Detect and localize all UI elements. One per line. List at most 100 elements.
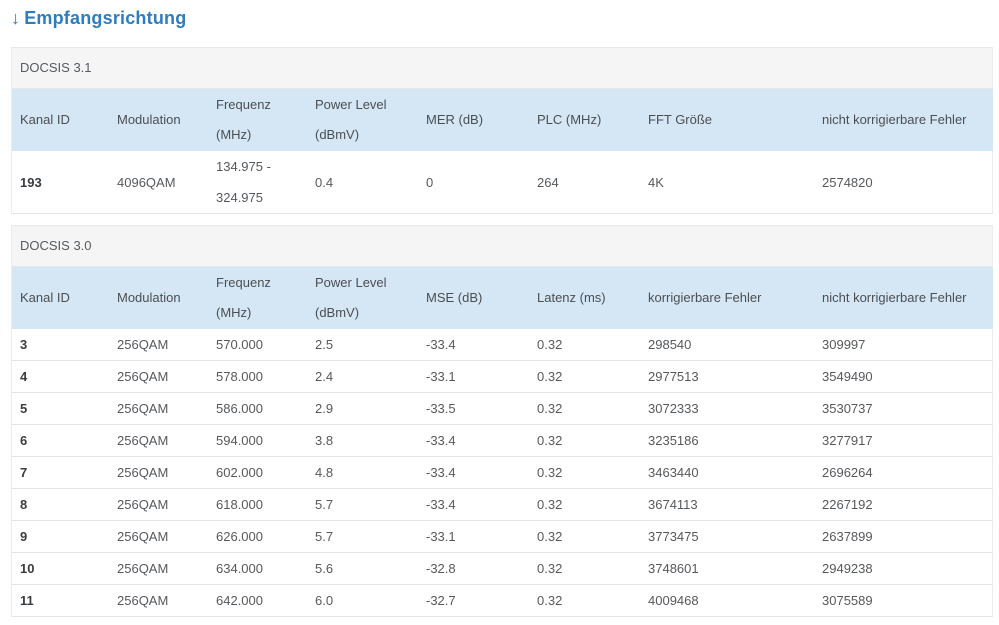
column-header: MER (dB) — [426, 112, 484, 127]
column-header: Kanal ID — [20, 290, 70, 305]
data-cell: 134.975 - 324.975 — [208, 151, 307, 214]
data-cell: 0.32 — [529, 424, 640, 457]
channel-id-cell: 193 — [12, 151, 109, 214]
data-cell: 0.32 — [529, 488, 640, 521]
data-cell: 2977513 — [640, 360, 814, 393]
table-header-row: Kanal ID Modulation Frequenz (MHz) Power Le… — [12, 89, 993, 151]
data-cell: 0.32 — [529, 520, 640, 553]
table-row: 4 256QAM 578.000 2.4 -33.1 0.32 2977513 3549490 — [12, 360, 993, 393]
table-header-row: Kanal ID Modulation Frequenz (MHz) Power Le… — [12, 267, 993, 329]
data-cell: 3.8 — [307, 424, 418, 457]
data-cell: -32.7 — [418, 584, 529, 617]
data-cell: 256QAM — [109, 360, 208, 393]
column-header: FFT Größe — [648, 112, 713, 127]
data-cell: 264 — [529, 151, 640, 214]
data-cell: 2637899 — [814, 520, 993, 553]
data-cell: 298540 — [640, 329, 814, 361]
table-row: 8 256QAM 618.000 5.7 -33.4 0.32 3674113 2267192 — [12, 488, 993, 521]
data-cell: -33.1 — [418, 360, 529, 393]
data-cell: 2.4 — [307, 360, 418, 393]
data-cell: 5.6 — [307, 552, 418, 585]
data-cell: 2267192 — [814, 488, 993, 521]
column-header: Frequenz (MHz) — [216, 275, 271, 320]
table-row: 10 256QAM 634.000 5.6 -32.8 0.32 3748601 294923… — [12, 552, 993, 585]
data-cell: 594.000 — [208, 424, 307, 457]
column-header: PLC (MHz) — [537, 112, 602, 127]
data-cell: -32.8 — [418, 552, 529, 585]
channel-id-cell: 4 — [12, 360, 109, 393]
data-cell: 3277917 — [814, 424, 993, 457]
column-header: nicht korrigierbare Fehler — [822, 290, 967, 305]
data-cell: 578.000 — [208, 360, 307, 393]
table-section-title: DOCSIS 3.1 — [12, 47, 992, 89]
data-cell: 256QAM — [109, 392, 208, 425]
data-cell: -33.1 — [418, 520, 529, 553]
data-cell: 6.0 — [307, 584, 418, 617]
data-cell: 0.32 — [529, 456, 640, 489]
data-cell: 5.7 — [307, 520, 418, 553]
data-cell: 0.32 — [529, 552, 640, 585]
data-cell: 3549490 — [814, 360, 993, 393]
data-cell: 634.000 — [208, 552, 307, 585]
data-cell: 626.000 — [208, 520, 307, 553]
column-header: Modulation — [117, 290, 181, 305]
data-cell: 0.32 — [529, 392, 640, 425]
data-cell: -33.4 — [418, 329, 529, 361]
column-header: Latenz (ms) — [537, 290, 606, 305]
data-cell: 586.000 — [208, 392, 307, 425]
channel-id-cell: 9 — [12, 520, 109, 553]
channel-id-cell: 7 — [12, 456, 109, 489]
data-cell: 2574820 — [814, 151, 993, 214]
data-cell: 2.9 — [307, 392, 418, 425]
column-header: MSE (dB) — [426, 290, 483, 305]
channel-id-cell: 6 — [12, 424, 109, 457]
data-cell: 0.32 — [529, 329, 640, 361]
data-cell: 3748601 — [640, 552, 814, 585]
channel-id-cell: 3 — [12, 329, 109, 361]
column-header: Power Level (dBmV) — [315, 97, 387, 142]
section-toggle-empfangsrichtung[interactable]: ↓ Empfangsrichtung — [11, 6, 993, 30]
channel-table: Kanal ID Modulation Frequenz (MHz) Power Le… — [12, 267, 993, 617]
data-cell: 3773475 — [640, 520, 814, 553]
table-row: 11 256QAM 642.000 6.0 -32.7 0.32 4009468 307558… — [12, 584, 993, 617]
data-cell: 3072333 — [640, 392, 814, 425]
data-cell: 256QAM — [109, 520, 208, 553]
data-cell: 2949238 — [814, 552, 993, 585]
data-cell: 0.32 — [529, 584, 640, 617]
data-cell: 0.4 — [307, 151, 418, 214]
data-cell: 570.000 — [208, 329, 307, 361]
data-cell: 3674113 — [640, 488, 814, 521]
column-header: nicht korrigierbare Fehler — [822, 112, 967, 127]
data-cell: -33.4 — [418, 424, 529, 457]
column-header: korrigierbare Fehler — [648, 290, 762, 305]
table-row: 9 256QAM 626.000 5.7 -33.1 0.32 3773475 2637899 — [12, 520, 993, 553]
data-cell: 602.000 — [208, 456, 307, 489]
data-cell: 256QAM — [109, 456, 208, 489]
channel-id-cell: 8 — [12, 488, 109, 521]
column-header: Frequenz (MHz) — [216, 97, 271, 142]
data-cell: 4009468 — [640, 584, 814, 617]
data-cell: 4096QAM — [109, 151, 208, 214]
data-cell: 256QAM — [109, 552, 208, 585]
table-row: 3 256QAM 570.000 2.5 -33.4 0.32 298540 309997 — [12, 329, 993, 361]
data-cell: -33.5 — [418, 392, 529, 425]
table-row: 6 256QAM 594.000 3.8 -33.4 0.32 3235186 3277917 — [12, 424, 993, 457]
data-cell: 642.000 — [208, 584, 307, 617]
table-row: 5 256QAM 586.000 2.9 -33.5 0.32 3072333 3530737 — [12, 392, 993, 425]
data-cell: 3530737 — [814, 392, 993, 425]
data-cell: -33.4 — [418, 488, 529, 521]
data-cell: 0 — [418, 151, 529, 214]
column-header: Power Level (dBmV) — [315, 275, 387, 320]
table-row: 193 4096QAM 134.975 - 324.975 0.4 0 264 4K 2574… — [12, 151, 993, 214]
data-cell: 2696264 — [814, 456, 993, 489]
data-cell: 3463440 — [640, 456, 814, 489]
column-header: Kanal ID — [20, 112, 70, 127]
data-cell: 618.000 — [208, 488, 307, 521]
data-cell: 5.7 — [307, 488, 418, 521]
table-section-title: DOCSIS 3.0 — [12, 225, 992, 267]
data-cell: 0.32 — [529, 360, 640, 393]
data-cell: 3075589 — [814, 584, 993, 617]
arrow-down-icon: ↓ — [11, 8, 21, 28]
data-cell: 256QAM — [109, 329, 208, 361]
